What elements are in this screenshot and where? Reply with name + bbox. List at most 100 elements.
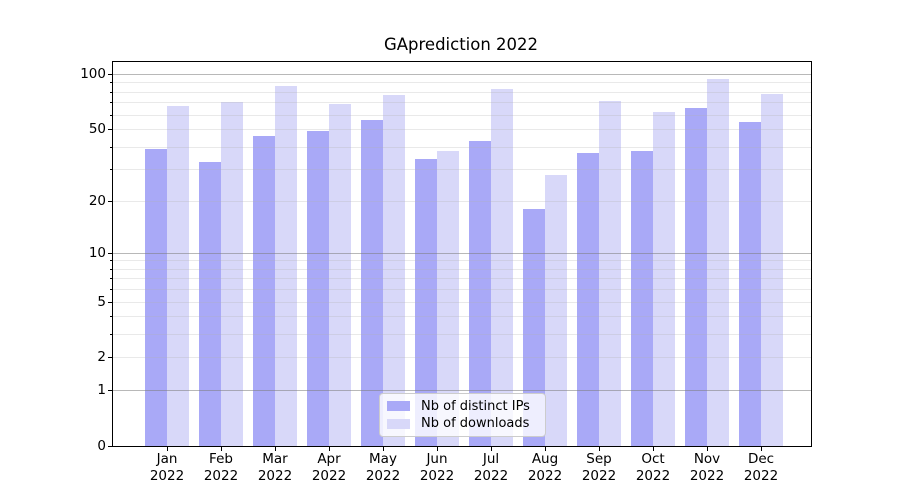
bar-distinct-ips-jul [469, 141, 491, 446]
gridline-minor [113, 129, 811, 130]
y-tick-label: 1 [97, 382, 106, 398]
legend-swatch [387, 401, 410, 412]
bar-downloads-feb [221, 102, 243, 446]
gridline-minor [113, 147, 811, 148]
gridline-minor [113, 102, 811, 103]
x-tick-label: Jul 2022 [473, 451, 509, 484]
y-tick-label: 0 [97, 438, 106, 454]
y-tick-mark [108, 201, 112, 202]
bar-downloads-may [383, 95, 405, 446]
y-tick-label: 5 [97, 294, 106, 310]
x-tick-mark [599, 447, 600, 451]
x-tick-label: Jun 2022 [419, 451, 455, 484]
y-tick-mark [108, 74, 112, 75]
y-tick-mark [108, 253, 112, 254]
y-minor-tick-mark [110, 334, 112, 335]
bar-downloads-sep [599, 101, 621, 446]
y-minor-tick-mark [110, 147, 112, 148]
x-tick-mark [545, 447, 546, 451]
x-tick-mark [437, 447, 438, 451]
x-tick-mark [275, 447, 276, 451]
gridline-minor [113, 357, 811, 358]
y-tick-mark [108, 446, 112, 447]
legend-label: Nb of distinct IPs [421, 398, 530, 414]
x-tick-label: Dec 2022 [743, 451, 779, 484]
gridline-minor [113, 316, 811, 317]
bar-distinct-ips-nov [685, 108, 707, 446]
y-tick-label: 20 [88, 193, 106, 209]
y-minor-tick-mark [110, 260, 112, 261]
bar-downloads-nov [707, 79, 729, 446]
bar-downloads-jan [167, 106, 189, 446]
bar-downloads-apr [329, 104, 351, 446]
x-tick-mark [761, 447, 762, 451]
x-tick-mark [491, 447, 492, 451]
gridline-minor [113, 115, 811, 116]
x-tick-label: May 2022 [365, 451, 401, 484]
bar-downloads-mar [275, 86, 297, 446]
x-tick-mark [707, 447, 708, 451]
gridline-major [113, 390, 811, 391]
bar-distinct-ips-jan [145, 149, 167, 446]
bar-distinct-ips-aug [523, 209, 545, 446]
y-minor-tick-mark [110, 289, 112, 290]
x-tick-label: Feb 2022 [203, 451, 239, 484]
y-tick-mark [108, 302, 112, 303]
gridline-minor [113, 260, 811, 261]
x-tick-label: Aug 2022 [527, 451, 563, 484]
legend-swatch [387, 418, 410, 429]
gridline-minor [113, 334, 811, 335]
legend-entry: Nb of distinct IPs [387, 399, 538, 414]
gridline-minor [113, 82, 811, 83]
x-tick-label: Sep 2022 [581, 451, 617, 484]
x-tick-label: Jan 2022 [149, 451, 185, 484]
gridline-minor [113, 269, 811, 270]
y-minor-tick-mark [110, 102, 112, 103]
x-tick-label: Apr 2022 [311, 451, 347, 484]
y-tick-label: 50 [88, 121, 106, 137]
x-tick-mark [329, 447, 330, 451]
y-minor-tick-mark [110, 316, 112, 317]
gridline-minor [113, 169, 811, 170]
bar-distinct-ips-mar [253, 136, 275, 446]
bar-downloads-oct [653, 112, 675, 446]
gridline-major [113, 74, 811, 75]
legend-label: Nb of downloads [421, 416, 530, 432]
x-tick-label: Oct 2022 [635, 451, 671, 484]
x-tick-label: Nov 2022 [689, 451, 725, 484]
gridline-minor [113, 201, 811, 202]
bar-distinct-ips-feb [199, 162, 221, 446]
bar-distinct-ips-oct [631, 151, 653, 446]
x-tick-mark [167, 447, 168, 451]
bar-distinct-ips-apr [307, 131, 329, 446]
y-minor-tick-mark [110, 278, 112, 279]
bar-distinct-ips-dec [739, 122, 761, 446]
y-tick-label: 100 [80, 66, 106, 82]
y-minor-tick-mark [110, 82, 112, 83]
y-tick-mark [108, 390, 112, 391]
x-tick-mark [383, 447, 384, 451]
gridline-minor [113, 92, 811, 93]
bar-downloads-dec [761, 94, 783, 446]
y-tick-label: 10 [88, 245, 106, 261]
bar-distinct-ips-jun [415, 159, 437, 446]
plot-area [112, 61, 812, 447]
bar-downloads-aug [545, 175, 567, 446]
x-tick-mark [653, 447, 654, 451]
y-tick-label: 2 [97, 349, 106, 365]
x-tick-mark [221, 447, 222, 451]
bar-downloads-jul [491, 89, 513, 446]
x-tick-label: Mar 2022 [257, 451, 293, 484]
y-minor-tick-mark [110, 115, 112, 116]
y-tick-mark [108, 357, 112, 358]
gridline-minor [113, 302, 811, 303]
y-minor-tick-mark [110, 92, 112, 93]
gridline-minor [113, 278, 811, 279]
bar-distinct-ips-sep [577, 153, 599, 446]
y-tick-mark [108, 129, 112, 130]
legend-entry: Nb of downloads [387, 416, 538, 431]
y-minor-tick-mark [110, 269, 112, 270]
gridline-major [113, 253, 811, 254]
bar-downloads-jun [437, 151, 459, 446]
